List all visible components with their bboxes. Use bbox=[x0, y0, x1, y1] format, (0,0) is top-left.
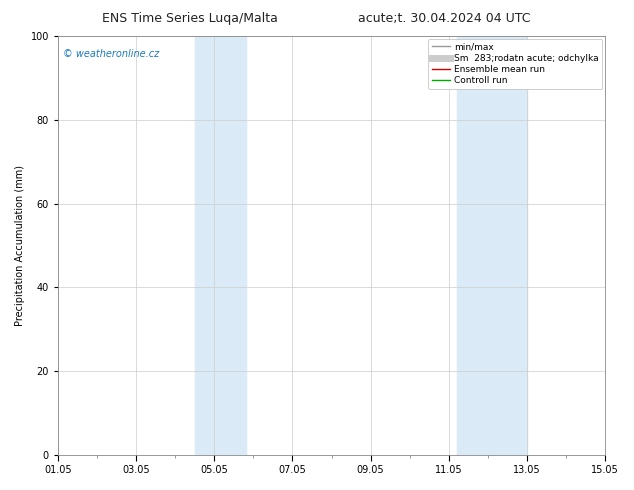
Text: © weatheronline.cz: © weatheronline.cz bbox=[63, 49, 160, 59]
Legend: min/max, Sm  283;rodatn acute; odchylka, Ensemble mean run, Controll run: min/max, Sm 283;rodatn acute; odchylka, … bbox=[428, 39, 602, 89]
Bar bbox=[456, 36, 527, 455]
Text: acute;t. 30.04.2024 04 UTC: acute;t. 30.04.2024 04 UTC bbox=[358, 12, 530, 25]
Bar bbox=[195, 36, 245, 455]
Y-axis label: Precipitation Accumulation (mm): Precipitation Accumulation (mm) bbox=[15, 165, 25, 326]
Text: ENS Time Series Luqa/Malta: ENS Time Series Luqa/Malta bbox=[102, 12, 278, 25]
